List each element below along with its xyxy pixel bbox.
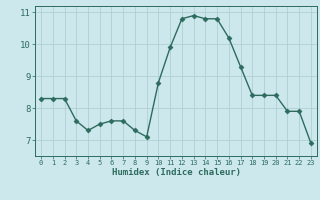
X-axis label: Humidex (Indice chaleur): Humidex (Indice chaleur) bbox=[111, 168, 241, 177]
